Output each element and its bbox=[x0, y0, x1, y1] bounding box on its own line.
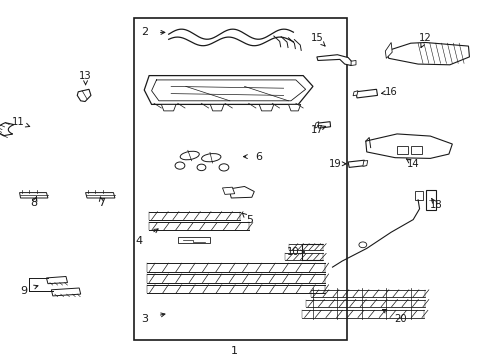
Bar bbox=[396, 146, 407, 154]
Polygon shape bbox=[228, 186, 254, 198]
Text: 18: 18 bbox=[429, 200, 442, 210]
Polygon shape bbox=[210, 104, 224, 111]
Bar bbox=[134, 18, 346, 340]
Polygon shape bbox=[222, 187, 234, 194]
Polygon shape bbox=[317, 122, 330, 128]
Polygon shape bbox=[144, 76, 312, 104]
Text: 15: 15 bbox=[310, 33, 323, 43]
Polygon shape bbox=[386, 42, 468, 65]
Polygon shape bbox=[20, 193, 48, 198]
Circle shape bbox=[219, 164, 228, 171]
Bar bbox=[178, 237, 210, 243]
Polygon shape bbox=[316, 55, 351, 66]
Text: 2: 2 bbox=[141, 27, 147, 37]
Ellipse shape bbox=[201, 154, 221, 162]
Text: 5: 5 bbox=[245, 215, 252, 225]
Text: 10: 10 bbox=[286, 247, 299, 257]
Polygon shape bbox=[77, 89, 91, 102]
Text: 7: 7 bbox=[98, 198, 105, 208]
Ellipse shape bbox=[180, 151, 199, 160]
Text: 13: 13 bbox=[79, 71, 92, 81]
Text: 20: 20 bbox=[394, 314, 407, 324]
Polygon shape bbox=[259, 104, 273, 111]
Bar bbox=[410, 146, 421, 154]
Text: 1: 1 bbox=[231, 346, 238, 356]
Polygon shape bbox=[0, 123, 14, 136]
Polygon shape bbox=[314, 122, 318, 128]
Polygon shape bbox=[350, 60, 355, 66]
Polygon shape bbox=[288, 104, 300, 111]
Bar bbox=[414, 191, 423, 200]
Polygon shape bbox=[352, 91, 357, 96]
Polygon shape bbox=[355, 89, 377, 98]
Bar bbox=[426, 190, 435, 210]
Polygon shape bbox=[46, 276, 67, 284]
Text: 14: 14 bbox=[406, 159, 419, 169]
Text: 3: 3 bbox=[141, 314, 147, 324]
Text: 19: 19 bbox=[328, 159, 341, 169]
Circle shape bbox=[175, 162, 184, 169]
Circle shape bbox=[197, 164, 205, 171]
Text: 11: 11 bbox=[12, 117, 25, 127]
Text: 16: 16 bbox=[384, 87, 397, 97]
Text: 17: 17 bbox=[310, 125, 323, 135]
Text: 9: 9 bbox=[20, 286, 27, 296]
Text: 6: 6 bbox=[255, 152, 262, 162]
Polygon shape bbox=[51, 288, 81, 296]
Polygon shape bbox=[161, 104, 176, 111]
Polygon shape bbox=[347, 160, 365, 167]
Polygon shape bbox=[85, 193, 115, 198]
Polygon shape bbox=[385, 42, 391, 58]
Text: 8: 8 bbox=[31, 198, 38, 208]
Polygon shape bbox=[365, 134, 451, 158]
Text: 4: 4 bbox=[136, 236, 142, 246]
Circle shape bbox=[358, 242, 366, 248]
Text: 12: 12 bbox=[418, 33, 431, 43]
Polygon shape bbox=[362, 161, 367, 166]
